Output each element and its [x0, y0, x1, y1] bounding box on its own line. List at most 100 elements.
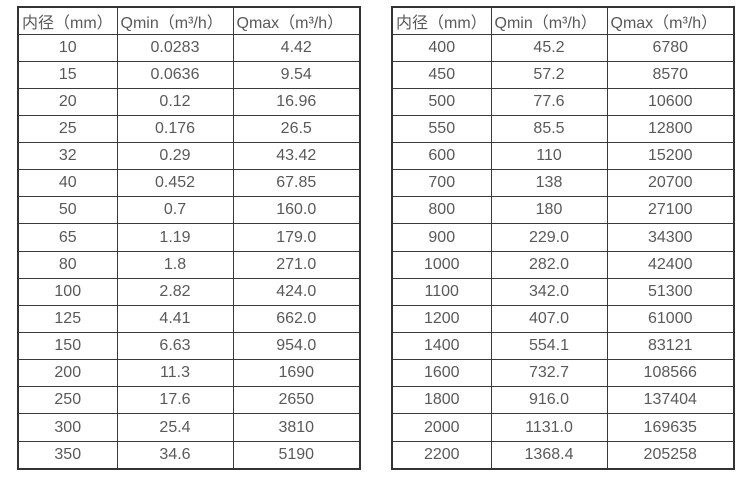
table-cell: 500: [391, 87, 492, 116]
table-cell: 15200: [606, 142, 735, 171]
table-cell: 2650: [232, 386, 361, 415]
table-cell: 300: [17, 413, 118, 442]
column-header: 内径（mm）: [17, 6, 118, 35]
table-cell: 80: [17, 250, 118, 279]
table-cell: 0.7: [116, 196, 234, 225]
table-cell: 1.8: [116, 250, 234, 279]
table-row: 1100 342.0 51300: [391, 277, 735, 306]
table-cell: 50: [17, 196, 118, 225]
column-header: Qmin（m³/h）: [116, 6, 234, 35]
table-cell: 200: [17, 359, 118, 388]
table-cell: 27100: [606, 196, 735, 225]
table-cell: 900: [391, 223, 492, 252]
table-cell: 25: [17, 114, 118, 144]
table-cell: 407.0: [490, 304, 608, 334]
table-cell: 250: [17, 386, 118, 415]
table-row: 1800 916.0 137404: [391, 386, 735, 415]
table-cell: 12800: [606, 114, 735, 144]
table-cell: 954.0: [232, 332, 361, 361]
table-cell: 25.4: [116, 413, 234, 442]
table-row: 20 0.12 16.96: [17, 87, 361, 116]
table-row: 25 0.176 26.5: [17, 114, 361, 144]
table-cell: 169635: [606, 413, 735, 442]
table-row: 40 0.452 67.85: [17, 169, 361, 198]
table-cell: 83121: [606, 332, 735, 361]
table-row: 1200 407.0 61000: [391, 304, 735, 334]
table-cell: 4.41: [116, 304, 234, 334]
table-cell: 43.42: [232, 142, 361, 171]
table-cell: 179.0: [232, 223, 361, 252]
table-row: 600 110 15200: [391, 142, 735, 171]
table-cell: 6.63: [116, 332, 234, 361]
table-cell: 65: [17, 223, 118, 252]
table-cell: 342.0: [490, 277, 608, 306]
table-cell: 1690: [232, 359, 361, 388]
table-cell: 1.19: [116, 223, 234, 252]
table-cell: 61000: [606, 304, 735, 334]
table-cell: 10: [17, 33, 118, 62]
table-cell: 110: [490, 142, 608, 171]
table-cell: 600: [391, 142, 492, 171]
table-cell: 2200: [391, 440, 492, 470]
table-cell: 160.0: [232, 196, 361, 225]
table-cell: 11.3: [116, 359, 234, 388]
table-row: 350 34.6 5190: [17, 440, 361, 470]
table-row: 500 77.6 10600: [391, 87, 735, 116]
table-cell: 8570: [606, 60, 735, 89]
table-row: 15 0.0636 9.54: [17, 60, 361, 89]
table-cell: 77.6: [490, 87, 608, 116]
table-cell: 137404: [606, 386, 735, 415]
table-cell: 108566: [606, 359, 735, 388]
table-row: 900 229.0 34300: [391, 223, 735, 252]
table-cell: 3810: [232, 413, 361, 442]
table-row: 1400 554.1 83121: [391, 332, 735, 361]
table-cell: 271.0: [232, 250, 361, 279]
table-cell: 42400: [606, 250, 735, 279]
table-cell: 138: [490, 169, 608, 198]
table-row: 32 0.29 43.42: [17, 142, 361, 171]
column-header: Qmin（m³/h）: [490, 6, 608, 35]
table-cell: 0.29: [116, 142, 234, 171]
table-cell: 229.0: [490, 223, 608, 252]
table-cell: 1200: [391, 304, 492, 334]
table-row: 125 4.41 662.0: [17, 304, 361, 334]
table-cell: 20: [17, 87, 118, 116]
table-cell: 1000: [391, 250, 492, 279]
table-row: 150 6.63 954.0: [17, 332, 361, 361]
table-cell: 20700: [606, 169, 735, 198]
table-cell: 205258: [606, 440, 735, 470]
table-cell: 662.0: [232, 304, 361, 334]
table-cell: 424.0: [232, 277, 361, 306]
table-cell: 26.5: [232, 114, 361, 144]
table-row: 200 11.3 1690: [17, 359, 361, 388]
table-cell: 1400: [391, 332, 492, 361]
table-cell: 85.5: [490, 114, 608, 144]
table-row: 2000 1131.0 169635: [391, 413, 735, 442]
table-cell: 40: [17, 169, 118, 198]
table-cell: 1131.0: [490, 413, 608, 442]
table-row: 100 2.82 424.0: [17, 277, 361, 306]
table-cell: 17.6: [116, 386, 234, 415]
table-cell: 282.0: [490, 250, 608, 279]
header-row: 内径（mm） Qmin（m³/h） Qmax（m³/h）: [391, 6, 735, 35]
table-cell: 34.6: [116, 440, 234, 470]
table-row: 1600 732.7 108566: [391, 359, 735, 388]
flow-rate-table-large-diameters: 内径（mm） Qmin（m³/h） Qmax（m³/h） 400 45.2 6780 45…: [391, 6, 735, 470]
column-header: Qmax（m³/h）: [232, 6, 361, 35]
table-cell: 67.85: [232, 169, 361, 198]
table-cell: 180: [490, 196, 608, 225]
table-cell: 400: [391, 33, 492, 62]
table-row: 700 138 20700: [391, 169, 735, 198]
table-cell: 1368.4: [490, 440, 608, 470]
table-cell: 100: [17, 277, 118, 306]
table-cell: 32: [17, 142, 118, 171]
table-cell: 2.82: [116, 277, 234, 306]
table-cell: 51300: [606, 277, 735, 306]
table-cell: 450: [391, 60, 492, 89]
table-row: 400 45.2 6780: [391, 33, 735, 62]
table-cell: 9.54: [232, 60, 361, 89]
table-cell: 916.0: [490, 386, 608, 415]
table-row: 1000 282.0 42400: [391, 250, 735, 279]
table-cell: 57.2: [490, 60, 608, 89]
